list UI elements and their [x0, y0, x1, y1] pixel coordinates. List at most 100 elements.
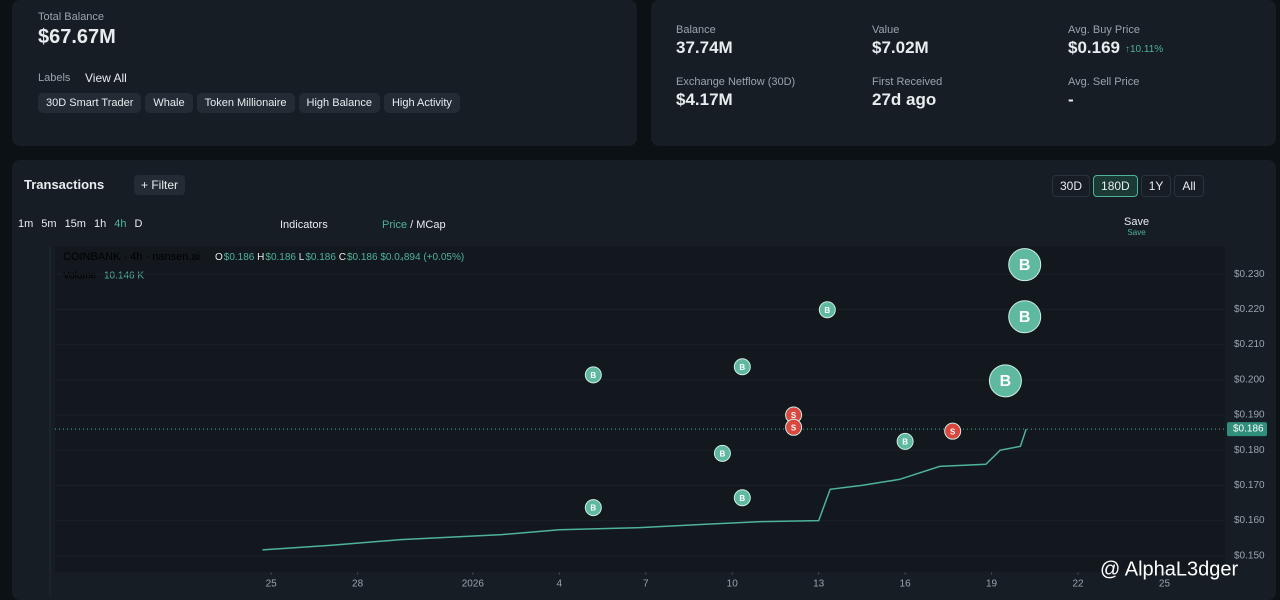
ohlc-value: $0.186	[305, 252, 336, 263]
label-pill[interactable]: Whale	[145, 93, 193, 113]
stat-value: 37.74M	[676, 38, 733, 57]
price-line	[262, 428, 1027, 551]
range-button[interactable]: All	[1174, 175, 1204, 197]
ohlc-change: $0.0₄894 (+0.05%)	[380, 252, 464, 263]
stat-label: Avg. Sell Price	[1068, 76, 1140, 88]
price-toggle[interactable]: Price / MCap	[382, 219, 446, 231]
x-tick-label: 16	[900, 579, 912, 590]
ohlc-value: $0.186	[224, 252, 255, 263]
change-value: 10.11%	[1130, 44, 1164, 55]
trade-side: S	[791, 411, 797, 420]
watermark: @ AlphaL3dger	[1100, 558, 1239, 580]
volume-label: Volume	[63, 271, 97, 282]
trade-marker	[584, 499, 602, 517]
interval[interactable]: D	[134, 218, 143, 230]
price: Price	[382, 219, 408, 231]
trade-side: B	[1000, 373, 1012, 390]
stat-value: $7.02M	[872, 38, 929, 57]
ohlc-value: $0.186	[347, 252, 378, 263]
range-button[interactable]: 180D	[1093, 175, 1138, 197]
trade-marker	[896, 432, 914, 450]
ohlc-key: O	[215, 252, 223, 263]
mcap: MCap	[416, 219, 446, 231]
x-tick-label: 19	[986, 579, 998, 590]
interval[interactable]: 4h	[114, 218, 127, 230]
save[interactable]: Save Save	[1124, 216, 1149, 237]
ohlc-value: $0.186	[265, 252, 296, 263]
stat-label: Balance	[676, 24, 716, 36]
value: $67.67M	[38, 26, 116, 48]
balance-card: Total Balance $67.67M Labels View All 30…	[12, 0, 637, 146]
trade-marker	[713, 444, 731, 462]
save-sub: Save	[1127, 228, 1146, 237]
ohlc-key: H	[257, 252, 264, 263]
current-price-label: $0.186	[1233, 424, 1264, 435]
trade-marker	[1008, 248, 1042, 282]
trade-marker	[733, 358, 751, 376]
title: Transactions	[24, 177, 105, 192]
plot-area	[55, 246, 1225, 572]
x-tick-label: 4	[557, 579, 563, 590]
filter-button[interactable]: + Filter	[134, 175, 186, 195]
trade-side: B	[1019, 257, 1031, 274]
label: Labels	[38, 72, 71, 84]
trade-marker	[988, 364, 1022, 398]
labels: 30D Smart Trader Whale Token Millionaire Hi…	[38, 93, 464, 113]
range-button[interactable]: 30D	[1052, 175, 1091, 197]
stat-label: Avg. Buy Price	[1068, 24, 1140, 36]
y-tick-label: $0.150	[1234, 550, 1265, 561]
x-tick-label: 25	[1159, 579, 1171, 590]
stats-card: Balance 37.74M Value $7.02M Avg. Buy Price $0…	[651, 0, 1276, 146]
stat-value: $0.169	[1068, 38, 1120, 57]
stat-value: -	[1068, 90, 1074, 109]
trade-marker	[818, 301, 836, 319]
trade-side: B	[902, 437, 908, 446]
stat-label: Value	[872, 24, 900, 36]
interval[interactable]: 1m	[18, 218, 34, 230]
interval[interactable]: 1h	[93, 218, 107, 230]
volume-value: 10.146 K	[104, 271, 144, 282]
label: Total Balance	[38, 11, 105, 23]
interval[interactable]: 5m	[41, 218, 57, 230]
range-button[interactable]: 1Y	[1140, 175, 1172, 197]
y-tick-label: $0.180	[1234, 445, 1265, 456]
trade-side: B	[590, 371, 596, 380]
interval[interactable]: 15m	[64, 218, 86, 230]
y-tick-label: $0.170	[1234, 480, 1265, 491]
ohlc: O$0.186 H$0.186 L$0.186 C$0.186 $0.0₄894…	[215, 252, 464, 263]
x-tick-label: 10	[727, 579, 739, 590]
stat-change: ↑10.11%	[1125, 44, 1164, 55]
trade-marker	[944, 422, 962, 440]
trade-side: B	[824, 306, 830, 315]
y-tick-label: $0.230	[1234, 269, 1265, 280]
trade-side: S	[791, 423, 797, 432]
view-all[interactable]: View All	[85, 71, 127, 85]
label-pill[interactable]: High Balance	[298, 93, 380, 113]
label-pill[interactable]: 30D Smart Trader	[38, 93, 142, 113]
trade-marker	[785, 418, 803, 436]
x-tick-label: 7	[643, 579, 649, 590]
stat-value: $4.17M	[676, 90, 733, 109]
interval-group: 1m 5m 15m 1h 4h D	[14, 218, 146, 230]
trade-marker	[584, 366, 602, 384]
symbol: COINBANK · 4h · nansen.ai	[63, 251, 200, 263]
y-tick-label: $0.210	[1234, 339, 1265, 350]
x-tick-label: 28	[352, 579, 364, 590]
trade-side: B	[1019, 309, 1031, 326]
indicators[interactable]: Indicators	[280, 219, 328, 231]
separator: /	[410, 219, 414, 231]
y-tick-label: $0.160	[1234, 515, 1265, 526]
x-tick-label: 25	[266, 579, 278, 590]
trade-side: B	[739, 494, 745, 503]
range-group: 30D 180D 1Y All	[1052, 175, 1207, 197]
label-pill[interactable]: High Activity	[383, 93, 460, 113]
x-tick-label: 13	[813, 579, 825, 590]
stat-value: 27d ago	[872, 90, 937, 109]
trade-side: B	[739, 363, 745, 372]
label-pill[interactable]: Token Millionaire	[196, 93, 295, 113]
trade-side: B	[720, 449, 726, 458]
filter: Filter	[151, 178, 179, 192]
trade-marker	[1008, 300, 1042, 334]
